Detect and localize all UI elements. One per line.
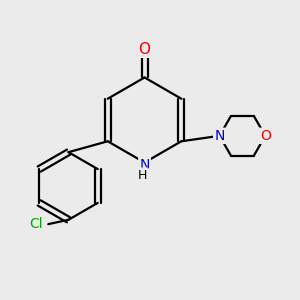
Text: O: O (139, 42, 151, 57)
Text: O: O (260, 129, 271, 143)
Text: H: H (138, 169, 148, 182)
Text: Cl: Cl (29, 217, 43, 231)
Text: N: N (214, 129, 225, 143)
Text: N: N (140, 158, 150, 172)
